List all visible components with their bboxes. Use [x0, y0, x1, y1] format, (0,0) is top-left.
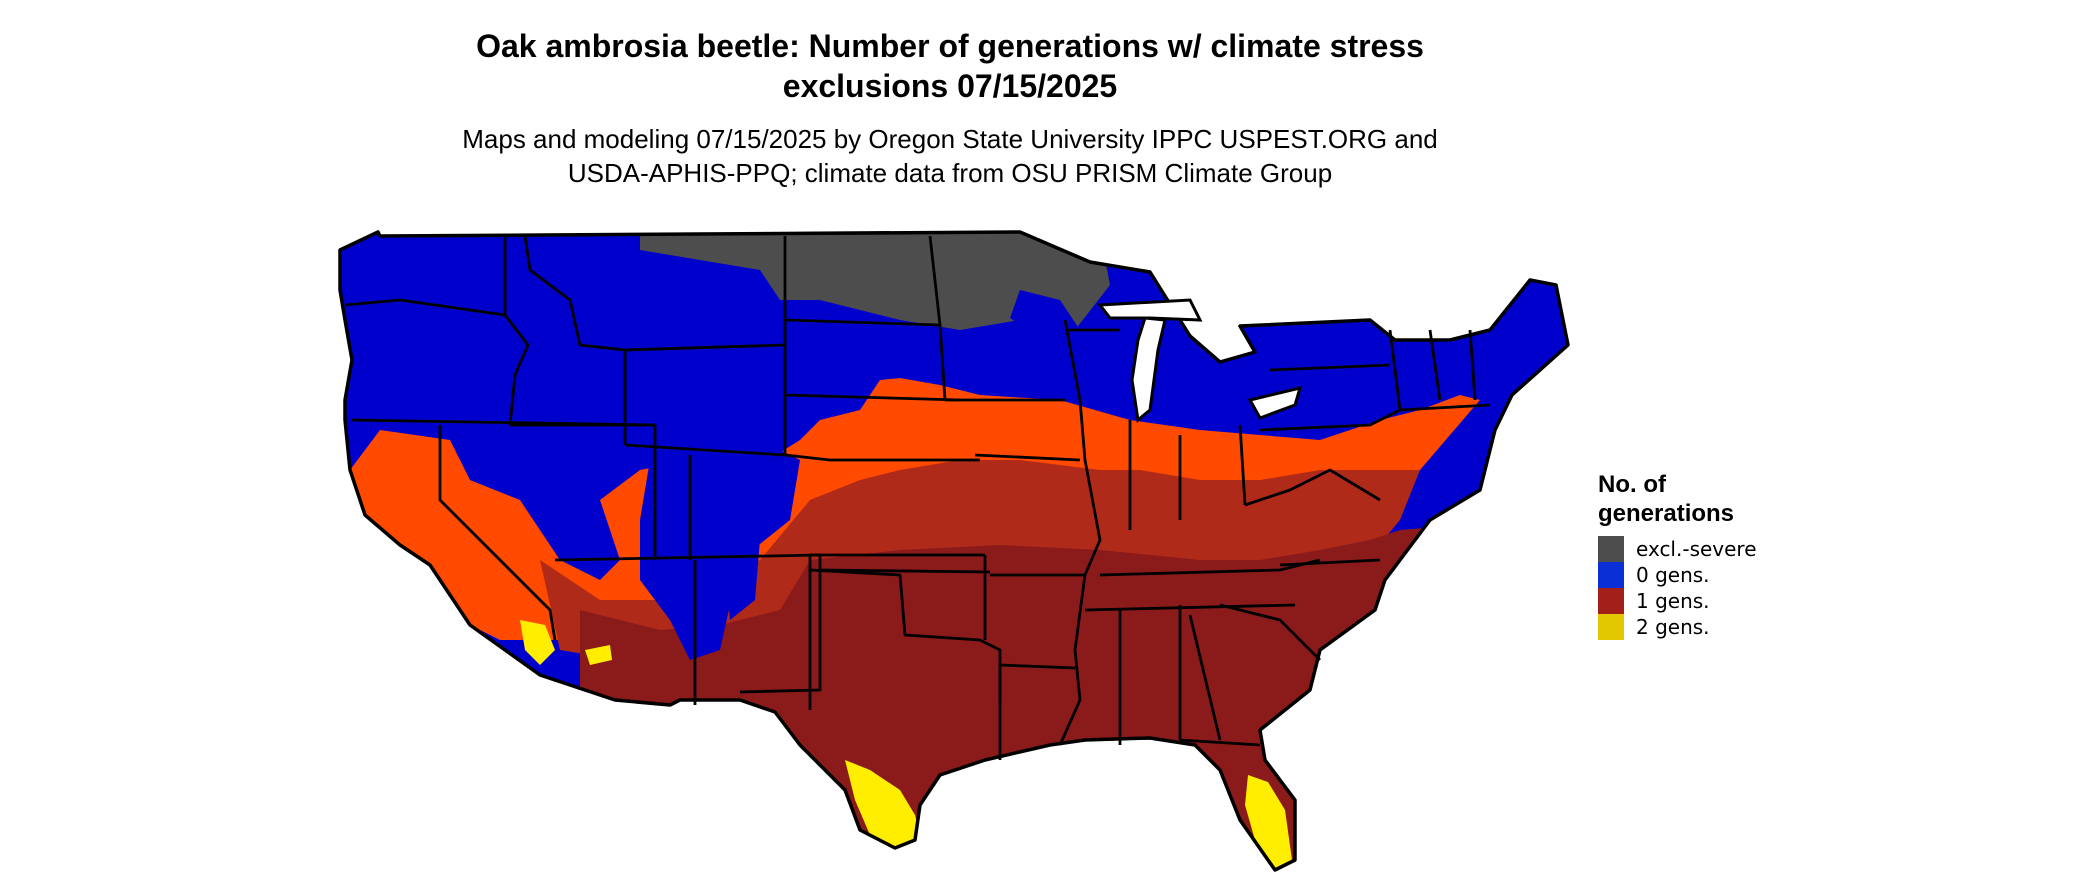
- legend-item-0-gens: 0 gens.: [1598, 562, 1757, 588]
- us-outline: [338, 230, 1570, 872]
- legend: No. of generations excl.-severe 0 gens. …: [1598, 470, 1757, 640]
- map-title-line2: exclusions 07/15/2025: [782, 68, 1118, 104]
- legend-title-line2: generations: [1598, 500, 1735, 527]
- legend-items: excl.-severe 0 gens. 1 gens. 2 gens.: [1598, 536, 1757, 640]
- legend-label-1-gens: 1 gens.: [1636, 589, 1710, 613]
- zone-excl-severe: [640, 232, 1110, 330]
- legend-label-0-gens: 0 gens.: [1636, 563, 1710, 587]
- lake-superior: [1097, 298, 1203, 322]
- map-title-line1: Oak ambrosia beetle: Number of generatio…: [476, 28, 1424, 64]
- zone-2-gens-california: [520, 620, 555, 665]
- zone-2-gens-florida: [1245, 775, 1292, 870]
- legend-item-1-gens: 1 gens.: [1598, 588, 1757, 614]
- map-subtitle-line2: USDA-APHIS-PPQ; climate data from OSU PR…: [567, 158, 1333, 188]
- legend-swatch-2-gens: [1598, 614, 1624, 640]
- legend-label-2-gens: 2 gens.: [1636, 615, 1710, 639]
- legend-label-excl-severe: excl.-severe: [1636, 537, 1757, 561]
- lake-michigan: [1130, 316, 1167, 423]
- legend-swatch-0-gens: [1598, 562, 1624, 588]
- map-subtitle-line1: Maps and modeling 07/15/2025 by Oregon S…: [462, 124, 1438, 154]
- legend-item-2-gens: 2 gens.: [1598, 614, 1757, 640]
- legend-swatch-excl-severe: [1598, 536, 1624, 562]
- legend-swatch-1-gens: [1598, 588, 1624, 614]
- legend-item-excl-severe: excl.-severe: [1598, 536, 1757, 562]
- legend-title-line1: No. of: [1598, 471, 1666, 498]
- state-borders: [344, 235, 1491, 760]
- zone-2-gens-texas: [845, 760, 925, 850]
- lake-erie: [1247, 385, 1303, 420]
